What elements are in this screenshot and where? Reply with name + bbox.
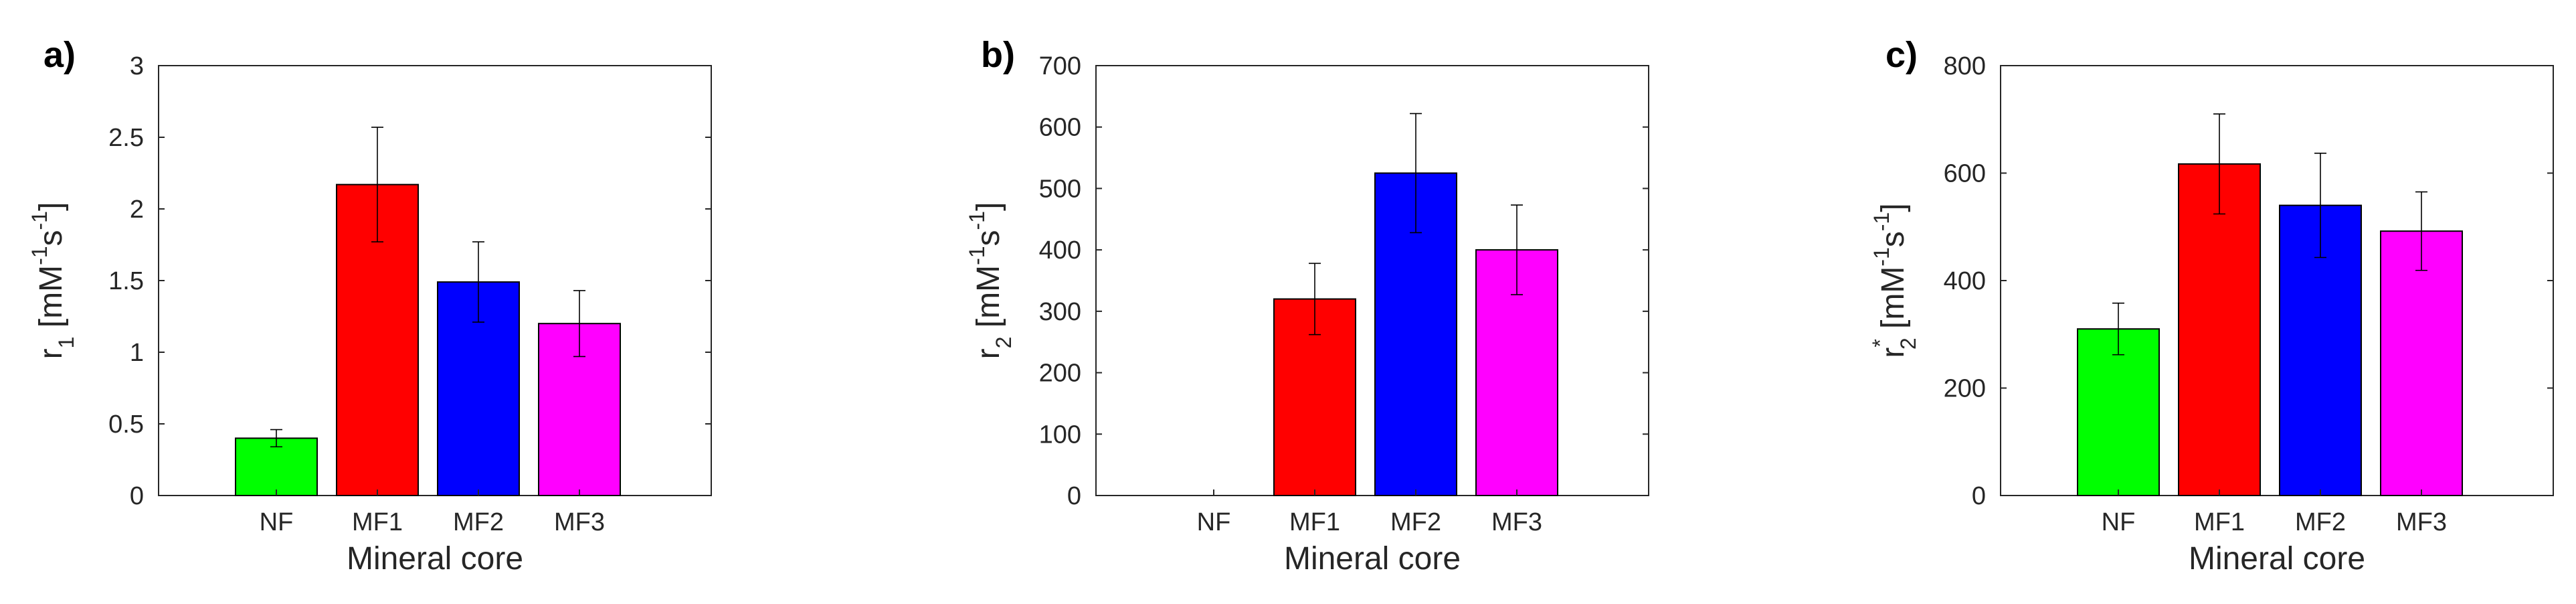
panel-label: a) — [43, 35, 76, 75]
y-axis-label: r* 2 [mM-1s-1] — [1868, 203, 1920, 358]
y-tick-label: 200 — [1944, 375, 1986, 403]
y-label-part: [mM — [33, 265, 69, 337]
y-label-part: 2 — [992, 337, 1016, 349]
y-tick-label: 400 — [1944, 267, 1986, 295]
y-axis-label: r1 [mM-1s-1] — [27, 202, 78, 360]
y-label-part: r — [1875, 348, 1911, 358]
y-tick-label: 1 — [130, 339, 144, 367]
y-label-part: r — [33, 348, 69, 359]
x-tick-label: MF2 — [453, 508, 504, 536]
panel-2: 0 100 200 300 400 500 600 700 NF MF1 MF2 MF3 Mineral… — [965, 35, 1649, 577]
y-tick-label: 0 — [130, 482, 144, 510]
y-label-part: -1 — [1869, 212, 1894, 231]
bar-mf1 — [1273, 298, 1356, 496]
y-label-part: [mM — [971, 265, 1006, 337]
y-label-part: [mM — [1875, 267, 1911, 338]
y-tick-label: 0 — [1067, 482, 1081, 510]
y-label-part: ] — [971, 202, 1006, 211]
x-tick-label: MF1 — [352, 508, 403, 536]
y-label-part: -1 — [965, 211, 989, 230]
y-tick-label: 0 — [1972, 482, 1986, 510]
y-label-part: -1 — [27, 211, 52, 230]
y-label-part: 1 — [54, 337, 78, 349]
y-label-part: -1 — [27, 246, 52, 265]
y-tick-label: 700 — [1039, 52, 1081, 80]
y-label-part: 2 — [1896, 337, 1920, 350]
x-tick-label: MF1 — [1289, 508, 1340, 536]
y-tick-label: 600 — [1944, 160, 1986, 188]
x-tick-label: MF1 — [2194, 508, 2245, 536]
y-tick-label: 100 — [1039, 421, 1081, 449]
y-tick-label: 3 — [130, 52, 144, 80]
x-tick-label: MF2 — [1390, 508, 1441, 536]
y-tick-label: 2.5 — [108, 124, 144, 152]
y-tick-label: 800 — [1944, 52, 1986, 80]
x-tick-label: MF3 — [554, 508, 605, 536]
y-tick-label: 200 — [1039, 360, 1081, 388]
x-tick-label: NF — [2102, 508, 2136, 536]
y-tick-label: 0.5 — [108, 410, 144, 439]
axes-box — [1095, 65, 1649, 496]
y-label-part: -1 — [1869, 247, 1894, 266]
y-label-part: r — [971, 348, 1006, 359]
y-tick-label: 1.5 — [108, 267, 144, 295]
y-tick-label: 2 — [130, 196, 144, 224]
panel-label: c) — [1885, 35, 1918, 75]
bar-mf3 — [2380, 230, 2463, 496]
y-tick-label: 300 — [1039, 298, 1081, 326]
x-axis-label: Mineral core — [1284, 541, 1461, 577]
x-tick-label: MF3 — [1491, 508, 1542, 536]
y-label-part: s — [971, 230, 1006, 246]
y-tick-label: 500 — [1039, 175, 1081, 203]
y-label-part: -1 — [965, 246, 989, 265]
x-tick-label: NF — [1197, 508, 1231, 536]
y-label-part: * — [1868, 339, 1892, 347]
x-tick-label: MF3 — [2396, 508, 2447, 536]
x-tick-label: MF2 — [2295, 508, 2346, 536]
y-tick-label: 600 — [1039, 114, 1081, 142]
y-label-part: s — [33, 230, 69, 246]
x-axis-label: Mineral core — [347, 541, 523, 577]
y-label-part: ] — [1875, 203, 1911, 212]
panel-label: b) — [981, 35, 1015, 75]
y-label-part: s — [1875, 231, 1911, 247]
y-tick-label: 400 — [1039, 236, 1081, 265]
y-axis-label: r2 [mM-1s-1] — [965, 202, 1016, 360]
y-label-part: ] — [33, 202, 69, 211]
bar-mf2 — [437, 281, 520, 496]
x-axis-label: Mineral core — [2189, 541, 2365, 577]
x-tick-label: NF — [260, 508, 294, 536]
bar-mf1 — [2178, 163, 2261, 496]
